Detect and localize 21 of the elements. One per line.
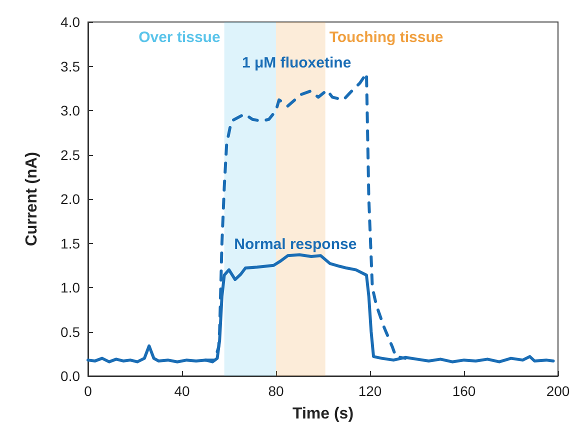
x-tick-label: 160: [452, 383, 476, 399]
x-tick-label: 80: [268, 383, 284, 399]
x-tick-label: 120: [358, 383, 382, 399]
y-tick-label: 2.5: [60, 146, 80, 163]
band-label: Over tissue: [138, 29, 220, 46]
y-tick-label: 4.0: [60, 14, 80, 30]
x-axis-title: Time (s): [292, 406, 354, 422]
y-tick-label: 2.0: [60, 191, 80, 207]
x-tick-label: 0: [84, 383, 92, 399]
y-axis-title: Current (nA): [24, 152, 40, 246]
y-tick-label: 3.5: [60, 58, 80, 74]
x-tick-label: 200: [546, 383, 570, 399]
band-label: Touching tissue: [329, 29, 444, 46]
y-tick-label: 0.5: [60, 324, 80, 340]
x-tick-label: 40: [174, 383, 190, 399]
y-tick-label: 1.5: [60, 235, 80, 252]
y-tick-label: 0.0: [60, 368, 80, 384]
series-label: 1 μM fluoxetine: [242, 54, 352, 72]
y-tick-label: 1.0: [60, 280, 80, 296]
series-label: Normal response: [234, 236, 357, 253]
y-tick-label: 3.0: [60, 102, 80, 118]
